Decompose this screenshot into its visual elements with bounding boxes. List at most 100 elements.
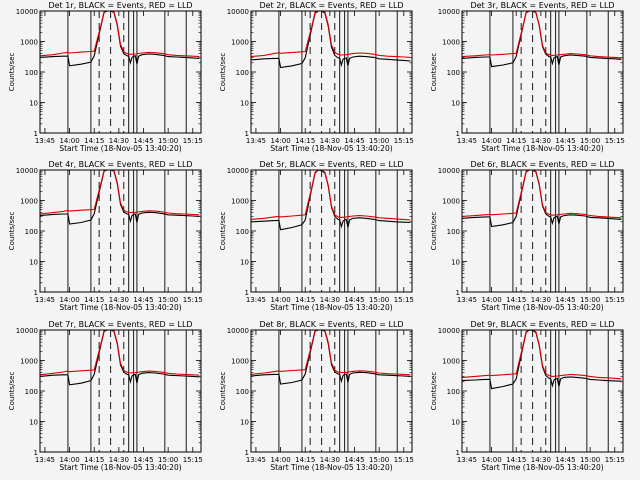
- x-tick-label: 15:15: [394, 137, 414, 145]
- x-tick-label: 14:30: [531, 456, 551, 464]
- y-axis-label: Counts/sec: [219, 212, 227, 251]
- y-axis-label: Counts/sec: [430, 372, 438, 411]
- x-axis-label: Start Time (18-Nov-05 13:40:20): [270, 303, 392, 312]
- plot-frame: [461, 169, 624, 293]
- x-tick-label: 14:00: [59, 137, 79, 145]
- plot-frame: [250, 169, 413, 293]
- chart-title: Det 3r, BLACK = Events, RED = LLD: [470, 1, 614, 10]
- series-line: [461, 169, 622, 219]
- chart-title: Det 8r, BLACK = Events, RED = LLD: [259, 320, 403, 329]
- plot-frame: [461, 10, 624, 134]
- chart-panel: Det 4r, BLACK = Events, RED = LLD 1 10 100 1…: [8, 160, 203, 312]
- x-tick-label: 15:15: [183, 296, 203, 304]
- y-tick-label: 10000: [438, 327, 460, 335]
- y-tick-label: 10000: [227, 327, 249, 335]
- y-tick-label: 1: [34, 289, 38, 297]
- chart-title: Det 2r, BLACK = Events, RED = LLD: [259, 1, 403, 10]
- y-tick-label: 100: [447, 69, 460, 77]
- plot-frame: [250, 329, 413, 453]
- series-line: [250, 329, 411, 376]
- x-tick-label: 14:00: [270, 296, 290, 304]
- chart-title: Det 4r, BLACK = Events, RED = LLD: [48, 160, 192, 169]
- plot-frame: [250, 10, 413, 134]
- chart-title: Det 5r, BLACK = Events, RED = LLD: [259, 160, 403, 169]
- y-tick-label: 1: [34, 449, 38, 457]
- x-tick-label: 14:00: [59, 296, 79, 304]
- x-tick-label: 14:15: [295, 137, 315, 145]
- y-tick-label: 10: [240, 259, 249, 267]
- y-tick-label: 100: [447, 228, 460, 236]
- y-tick-label: 1: [456, 289, 460, 297]
- y-tick-label: 10000: [16, 8, 38, 16]
- y-axis-label: Counts/sec: [219, 372, 227, 411]
- y-axis-label: Counts/sec: [8, 53, 16, 92]
- series-line: [461, 10, 622, 68]
- x-tick-label: 14:30: [320, 456, 340, 464]
- y-tick-label: 1: [34, 130, 38, 138]
- chart-panel: Det 8r, BLACK = Events, RED = LLD 1 10 100 1…: [219, 320, 414, 472]
- x-tick-label: 14:45: [555, 296, 575, 304]
- chart-panel: Det 7r, BLACK = Events, RED = LLD 1 10 100 1…: [8, 320, 203, 472]
- x-axis-label: Start Time (18-Nov-05 13:40:20): [270, 463, 392, 472]
- chart-panel: Det 5r, BLACK = Events, RED = LLD 1 10 100 1…: [219, 160, 414, 312]
- y-tick-label: 100: [236, 388, 249, 396]
- x-tick-label: 14:00: [59, 456, 79, 464]
- x-tick-label: 14:30: [531, 137, 551, 145]
- series-line: [461, 10, 622, 59]
- x-axis-label: Start Time (18-Nov-05 13:40:20): [481, 463, 603, 472]
- x-tick-label: 15:00: [580, 296, 600, 304]
- x-tick-label: 15:15: [605, 456, 625, 464]
- x-tick-label: 15:15: [394, 296, 414, 304]
- x-tick-label: 14:15: [295, 456, 315, 464]
- x-tick-label: 15:15: [183, 137, 203, 145]
- y-tick-label: 10: [29, 100, 38, 108]
- y-axis-label: Counts/sec: [219, 53, 227, 92]
- chart-panel: Det 3r, BLACK = Events, RED = LLD 1 10 100 1…: [430, 1, 625, 153]
- y-tick-label: 1: [245, 289, 249, 297]
- x-tick-label: 14:00: [481, 456, 501, 464]
- x-tick-label: 14:15: [506, 296, 526, 304]
- x-tick-label: 14:45: [555, 137, 575, 145]
- x-tick-label: 14:45: [133, 137, 153, 145]
- x-axis-label: Start Time (18-Nov-05 13:40:20): [481, 144, 603, 153]
- x-tick-label: 14:45: [133, 456, 153, 464]
- y-tick-label: 10000: [227, 167, 249, 175]
- series-line: [39, 329, 200, 376]
- y-tick-label: 1000: [20, 358, 38, 366]
- series-line: [39, 10, 200, 67]
- series-line: [461, 329, 622, 390]
- x-tick-label: 14:30: [531, 296, 551, 304]
- x-tick-label: 14:00: [481, 137, 501, 145]
- x-axis-label: Start Time (18-Nov-05 13:40:20): [59, 463, 181, 472]
- y-tick-label: 1000: [442, 358, 460, 366]
- y-axis-label: Counts/sec: [8, 372, 16, 411]
- y-axis-label: Counts/sec: [430, 212, 438, 251]
- chart-panel: Det 9r, BLACK = Events, RED = LLD 1 10 100 1…: [430, 320, 625, 472]
- x-tick-label: 13:45: [457, 137, 477, 145]
- plot-frame: [39, 169, 202, 293]
- x-tick-label: 13:45: [246, 456, 266, 464]
- y-axis-label: Counts/sec: [8, 212, 16, 251]
- chart-panel: Det 2r, BLACK = Events, RED = LLD 1 10 100 1…: [219, 1, 414, 153]
- x-tick-label: 13:45: [246, 296, 266, 304]
- x-tick-label: 14:15: [84, 296, 104, 304]
- x-axis-label: Start Time (18-Nov-05 13:40:20): [59, 303, 181, 312]
- chart-panel: Det 6r, BLACK = Events, RED = LLD 1 10 100 1…: [430, 160, 625, 312]
- x-tick-label: 13:45: [35, 456, 55, 464]
- plot-frame: [39, 10, 202, 134]
- y-tick-label: 1: [245, 449, 249, 457]
- x-tick-label: 14:45: [555, 456, 575, 464]
- x-tick-label: 14:30: [109, 456, 129, 464]
- x-tick-label: 13:45: [457, 296, 477, 304]
- y-axis-label: Counts/sec: [430, 53, 438, 92]
- series-line: [250, 329, 411, 385]
- series-line: [250, 10, 411, 69]
- x-tick-label: 15:00: [158, 296, 178, 304]
- y-tick-label: 10: [451, 419, 460, 427]
- x-tick-label: 14:15: [84, 456, 104, 464]
- y-tick-label: 10000: [16, 327, 38, 335]
- series-line: [461, 329, 622, 380]
- x-tick-label: 15:00: [580, 137, 600, 145]
- x-tick-label: 13:45: [457, 456, 477, 464]
- y-tick-label: 1000: [20, 39, 38, 47]
